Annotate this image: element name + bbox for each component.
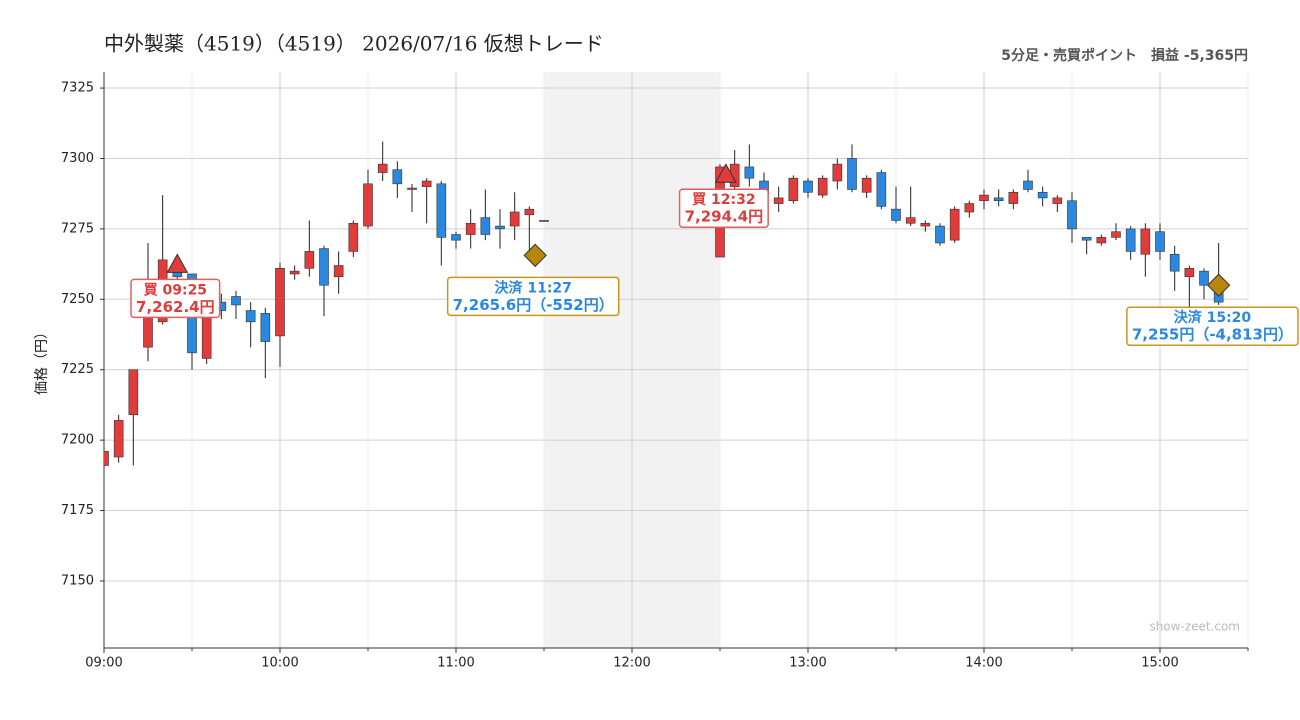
candle-body	[509, 211, 520, 227]
candle-body	[993, 197, 1004, 202]
candle-body	[421, 180, 432, 187]
trade-label: 決済 11:277,265.6円（-552円）	[446, 276, 620, 317]
trade-label: 決済 15:207,255円（-4,813円）	[1126, 306, 1299, 346]
candle-body	[480, 217, 491, 235]
candle-body	[920, 222, 931, 227]
candle-body	[392, 169, 403, 185]
buy-marker	[166, 253, 189, 273]
candle-body	[231, 296, 241, 306]
candle-body	[1125, 228, 1136, 252]
trade-label-box	[1126, 306, 1299, 346]
candle-body	[1199, 270, 1209, 286]
y-tick-label: 7200	[61, 433, 94, 448]
x-tick-label: 12:00	[613, 656, 650, 671]
candle-body	[803, 180, 813, 193]
candle-body	[451, 234, 461, 241]
candle-body	[1155, 231, 1165, 252]
x-tick-label: 13:00	[789, 656, 826, 671]
x-tick-label: 11:00	[437, 656, 474, 671]
candle-body	[861, 177, 872, 193]
candle-body	[275, 268, 285, 337]
candle-body	[348, 222, 359, 252]
candle-body	[817, 177, 828, 196]
y-tick-label: 7300	[61, 151, 94, 166]
candle-body	[1111, 231, 1121, 238]
trade-label-title: 決済 15:20	[1174, 309, 1252, 326]
candle-body	[289, 270, 300, 275]
candle-body	[1023, 180, 1033, 190]
candle-body	[260, 313, 271, 342]
candle-body	[377, 163, 388, 173]
chart-subtitle: 5分足・売買ポイント 損益 -5,365円	[1001, 47, 1248, 64]
candle-body	[949, 208, 960, 241]
trade-label-box	[678, 188, 769, 228]
sell-marker	[523, 243, 547, 268]
candle-body	[1008, 191, 1019, 204]
trade-label-title: 決済 11:27	[494, 279, 571, 296]
trade-label-price: 7,255円（-4,813円）	[1132, 326, 1293, 344]
trade-label-title: 買 09:25	[144, 282, 207, 298]
y-tick-label: 7225	[61, 362, 94, 377]
candle-body	[832, 163, 843, 182]
buy-marker	[715, 163, 737, 183]
trade-label: 買 12:327,294.4円	[678, 188, 769, 228]
chart-title: 中外製薬（4519）（4519） 2026/07/16 仮想トレード	[104, 32, 604, 56]
candle-body	[1037, 191, 1048, 199]
candle-body	[333, 265, 344, 278]
trade-label-box	[130, 278, 221, 319]
y-tick-label: 7175	[61, 503, 94, 518]
x-tick-label: 09:00	[85, 656, 122, 671]
candle-body	[1096, 237, 1107, 244]
candle-body	[964, 203, 975, 213]
watermark: show-zeet.com	[1149, 620, 1240, 634]
candle-body	[744, 166, 755, 179]
y-tick-label: 7275	[61, 221, 94, 236]
candle-body	[773, 197, 784, 204]
sell-marker	[1206, 273, 1231, 297]
candle-body	[104, 451, 109, 466]
trade-label-title: 買 12:32	[692, 192, 755, 208]
candle-body	[465, 222, 476, 235]
trade-label: 買 09:257,262.4円	[130, 278, 221, 319]
candle-body	[1067, 200, 1077, 230]
candle-body	[979, 194, 989, 202]
candle-body	[436, 183, 447, 238]
candle-body	[363, 183, 373, 227]
candle-body	[1081, 237, 1092, 241]
y-tick-label: 7325	[61, 81, 94, 96]
x-tick-label: 10:00	[261, 656, 298, 671]
candle-body	[407, 187, 417, 190]
x-tick-label: 15:00	[1141, 656, 1178, 671]
trade-label-price: 7,262.4円	[136, 298, 215, 316]
candle-body	[1169, 253, 1180, 272]
candle-body	[788, 177, 799, 202]
y-tick-label: 7150	[61, 573, 94, 588]
candle-body	[935, 225, 945, 244]
candle-body	[128, 369, 139, 416]
candle-body	[495, 225, 505, 230]
candle-body	[905, 217, 916, 224]
candle-body	[847, 158, 857, 190]
candle-body	[876, 172, 887, 207]
candle-body	[1052, 197, 1063, 204]
candle-body	[1184, 268, 1195, 278]
candle-body	[113, 420, 124, 458]
candle-body	[319, 248, 329, 286]
candle-body	[1140, 228, 1151, 255]
candle-body	[539, 220, 549, 222]
y-axis-label: 価格（円）	[34, 325, 50, 395]
trade-label-box	[446, 276, 620, 317]
y-tick-label: 7250	[61, 292, 94, 307]
trade-label-price: 7,265.6円（-552円）	[453, 296, 614, 314]
x-tick-label: 14:00	[965, 656, 1002, 671]
candle-body	[304, 251, 315, 269]
background-layer	[103, 72, 1249, 648]
candle-body	[891, 208, 901, 221]
trade-label-price: 7,294.4円	[685, 208, 764, 226]
candle-body	[245, 310, 256, 323]
candle-body	[524, 208, 535, 216]
